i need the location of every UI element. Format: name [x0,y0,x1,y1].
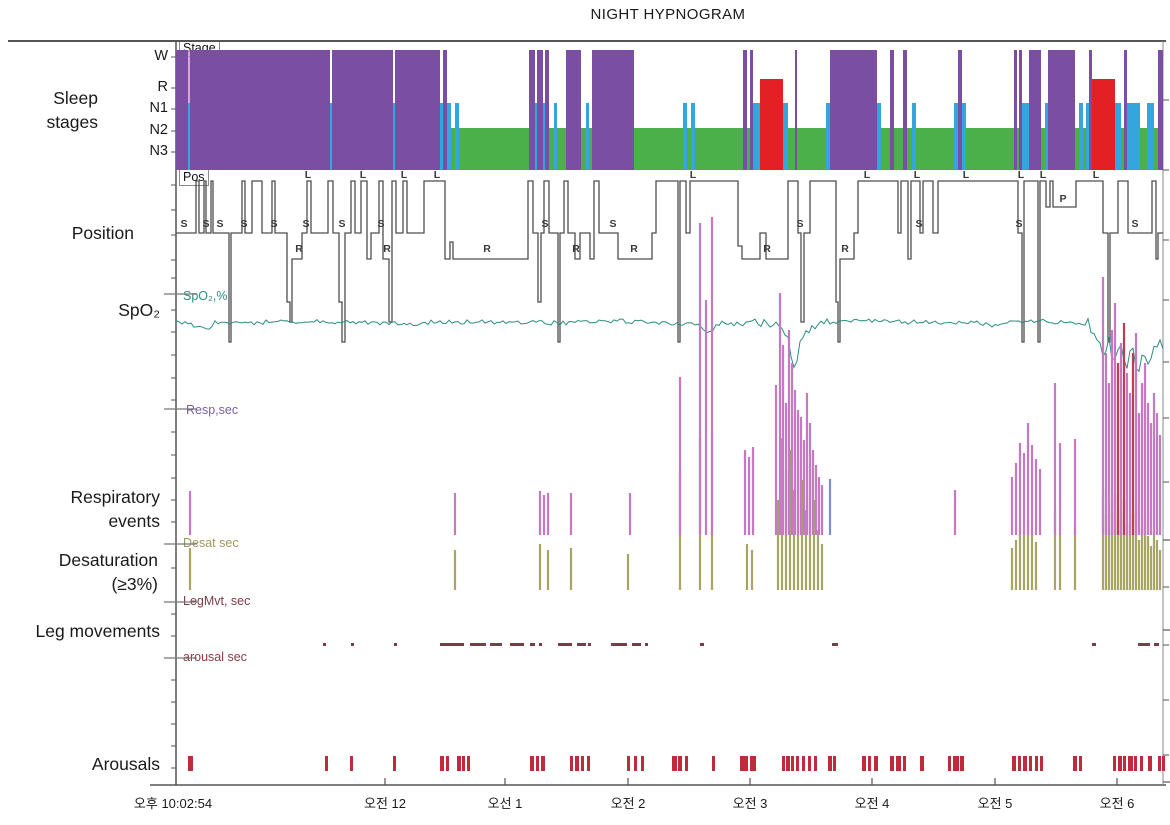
svg-text:S: S [180,218,187,230]
svg-text:S: S [541,218,548,230]
svg-text:R: R [763,243,771,255]
channel-label-spo2: SpO₂ [118,300,160,320]
svg-text:R: R [383,243,391,255]
svg-text:R: R [572,243,580,255]
arousal-label: arousal sec [183,650,247,664]
legmvt-label: LegMvt, sec [183,594,251,608]
position-trace [176,180,1163,343]
stage-tick-label-r: R [157,79,168,95]
stage-tick-label-n3: N3 [149,143,168,159]
svg-text:R: R [630,243,638,255]
svg-text:S: S [302,218,309,230]
svg-text:L: L [690,169,697,181]
svg-text:S: S [270,218,277,230]
channel-label-desaturation: Desaturation (≥3%) [58,550,158,594]
svg-text:L: L [914,169,921,181]
resp-label: Resp,sec [186,403,239,417]
spo2-label: SpO₂,% [183,289,228,303]
channel-label-respiratory-events: Respiratory events [70,487,160,531]
channel-label-sleep-stages: Sleep stages [46,88,98,132]
page-title: NIGHT HYPNOGRAM [590,6,746,23]
svg-text:L: L [963,169,970,181]
desaturation-spikes [188,432,1162,590]
spo2-trace [175,317,1164,373]
channel-label-position: Position [71,223,134,243]
stage-tick-label-n2: N2 [149,122,168,138]
svg-text:S: S [796,218,803,230]
svg-text:L: L [1018,169,1025,181]
leg-movement-marks [323,643,1159,646]
svg-text:S: S [377,218,384,230]
svg-text:L: L [1040,169,1047,181]
channel-label-arousals: Arousals [91,754,160,774]
respiratory-spikes [188,217,1162,535]
svg-text:R: R [295,243,303,255]
svg-text:S: S [915,218,922,230]
svg-text:S: S [338,218,345,230]
svg-text:S: S [216,218,223,230]
time-axis-label: 오전 2 [610,796,646,811]
time-axis-label: 오전 6 [1099,796,1135,811]
sleep-stage-bars [176,50,1163,170]
svg-text:S: S [202,218,209,230]
svg-text:L: L [864,169,871,181]
stage-tick-label-n1: N1 [149,100,168,116]
channel-label-leg-movements: Leg movements [35,621,160,641]
time-axis-label: 오선 1 [487,796,523,811]
svg-text:S: S [609,218,616,230]
svg-text:L: L [1093,169,1100,181]
desat-label: Desat sec [183,536,239,550]
svg-text:L: L [401,169,408,181]
svg-text:S: S [240,218,247,230]
stage-tick-label-w: W [154,48,168,64]
svg-text:L: L [360,169,367,181]
svg-text:P: P [1059,193,1066,205]
svg-text:R: R [841,243,849,255]
time-axis-label: 오전 12 [364,796,406,811]
svg-text:S: S [1015,218,1022,230]
time-axis-label: 오전 4 [854,796,890,811]
time-axis-label: 오전 3 [732,796,768,811]
svg-text:S: S [1131,218,1138,230]
svg-text:L: L [434,169,441,181]
arousal-marks [188,756,1165,771]
time-axis-label: 오후 10:02:54 [133,796,213,811]
time-axis-label: 오전 5 [977,796,1013,811]
svg-text:R: R [483,243,491,255]
position-letters: L L L L L L L L L L LS S S S S S S S S S S S S SR R R R R R RP [180,169,1138,255]
svg-text:L: L [305,169,312,181]
